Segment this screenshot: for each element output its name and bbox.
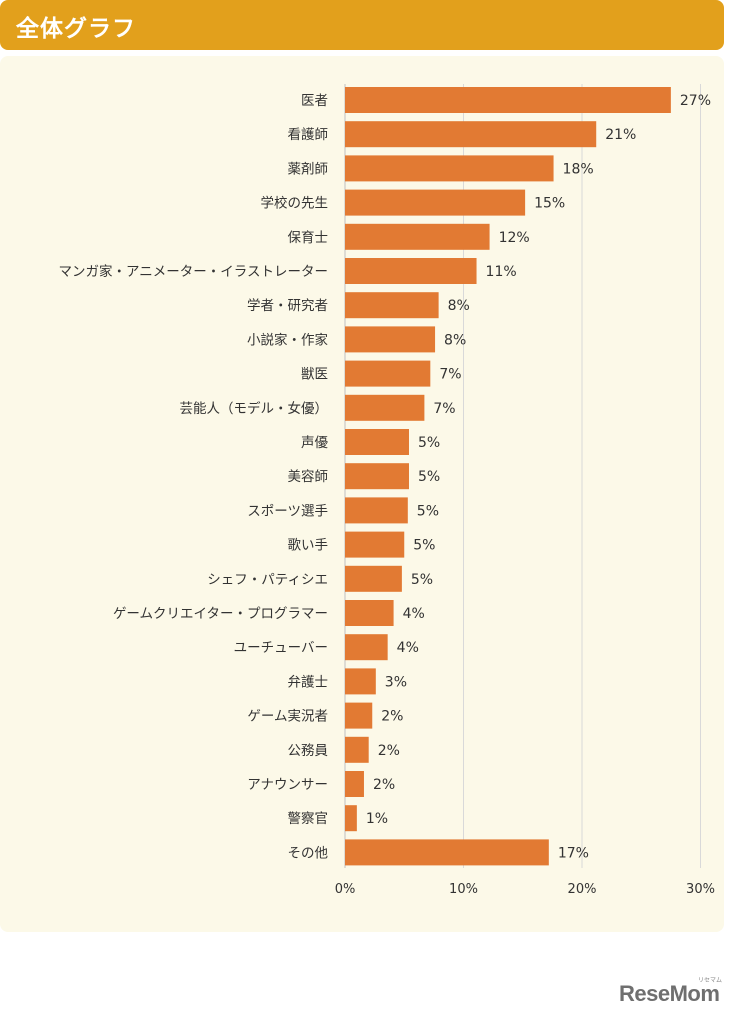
bar — [345, 121, 597, 148]
category-label: 警察官 — [288, 810, 329, 827]
category-label: 小説家・作家 — [247, 331, 328, 348]
bar — [345, 531, 405, 558]
category-label: 看護師 — [288, 127, 329, 143]
category-label: 美容師 — [288, 468, 329, 485]
value-label: 2% — [373, 777, 395, 793]
value-label: 5% — [417, 503, 439, 519]
value-label: 12% — [499, 230, 530, 246]
category-label: 学者・研究者 — [247, 298, 328, 314]
bar — [345, 497, 408, 524]
category-label: 学校の先生 — [261, 195, 329, 212]
bar — [345, 668, 376, 695]
category-label: 保育士 — [288, 230, 329, 246]
category-label: アナウンサー — [247, 777, 328, 793]
bar — [345, 87, 671, 113]
category-label: その他 — [288, 845, 329, 861]
category-label: ユーチューバー — [234, 640, 328, 656]
bar — [345, 223, 490, 250]
value-label: 15% — [534, 196, 565, 212]
bar — [345, 702, 373, 729]
bar — [345, 839, 549, 866]
value-label: 5% — [411, 572, 433, 588]
resemom-logo-sub: リセマム — [698, 977, 723, 984]
x-tick-label: 0% — [335, 882, 356, 897]
value-label: 7% — [439, 367, 461, 383]
value-label: 11% — [486, 264, 517, 280]
bar — [345, 292, 439, 319]
bar — [345, 155, 554, 182]
category-label: 薬剤師 — [288, 161, 329, 177]
chart-header: 全体グラフ — [0, 0, 724, 50]
value-label: 8% — [448, 298, 470, 314]
value-label: 5% — [418, 469, 440, 485]
x-tick-label: 20% — [568, 882, 597, 897]
category-label: 獣医 — [301, 367, 328, 383]
bar — [345, 326, 436, 353]
category-label: ゲーム実況者 — [247, 709, 328, 725]
category-label: 公務員 — [288, 743, 329, 759]
bar — [345, 736, 369, 763]
value-label: 5% — [413, 538, 435, 554]
bar — [345, 394, 425, 421]
resemom-logo: ReseMom — [619, 981, 720, 1006]
value-label: 4% — [397, 640, 419, 656]
value-label: 2% — [378, 743, 400, 759]
bar — [345, 565, 402, 592]
value-label: 27% — [680, 93, 711, 109]
chart-title: 全体グラフ — [16, 16, 136, 42]
value-label: 7% — [433, 401, 455, 417]
bar — [345, 463, 409, 490]
x-tick-label: 30% — [686, 882, 715, 897]
category-label: スポーツ選手 — [247, 503, 328, 519]
category-label: 芸能人（モデル・女優） — [180, 400, 329, 417]
bar — [345, 189, 526, 216]
category-label: マンガ家・アニメーター・イラストレーター — [59, 263, 328, 280]
bar — [345, 258, 477, 284]
bar — [345, 805, 357, 832]
value-label: 4% — [403, 606, 425, 622]
category-label: 声優 — [301, 435, 328, 451]
value-label: 17% — [558, 845, 589, 861]
category-label: ゲームクリエイター・プログラマー — [113, 606, 328, 622]
value-label: 3% — [385, 674, 407, 690]
category-label: 歌い手 — [288, 538, 329, 554]
category-label: シェフ・パティシエ — [207, 572, 328, 588]
value-label: 8% — [444, 332, 466, 348]
value-label: 5% — [418, 435, 440, 451]
x-tick-label: 10% — [449, 882, 478, 897]
value-label: 21% — [605, 127, 636, 143]
category-label: 医者 — [301, 93, 328, 109]
value-label: 1% — [366, 811, 388, 827]
bar — [345, 429, 409, 455]
value-label: 2% — [381, 709, 403, 725]
bar — [345, 600, 394, 626]
bar — [345, 360, 431, 387]
bar — [345, 634, 388, 661]
category-label: 弁護士 — [288, 674, 329, 690]
value-label: 18% — [563, 161, 594, 177]
bar — [345, 771, 364, 797]
